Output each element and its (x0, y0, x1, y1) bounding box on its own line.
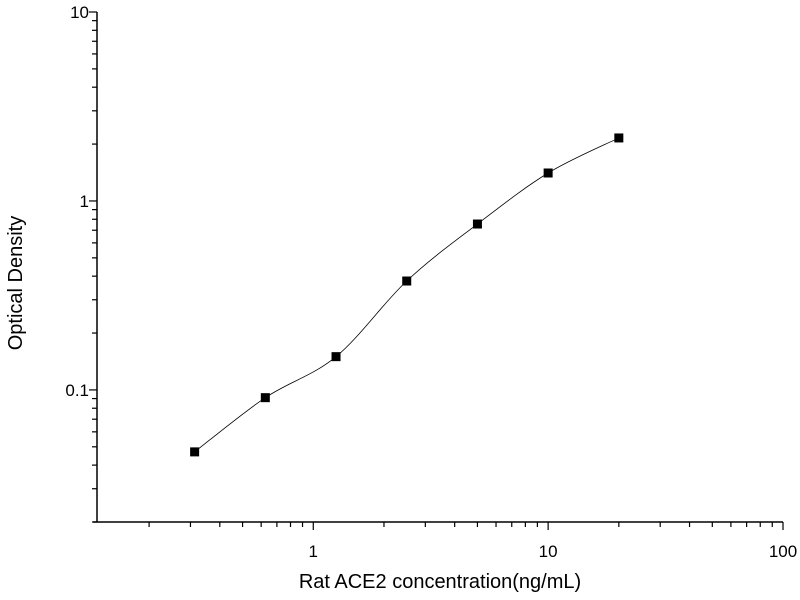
y-axis-title: Optical Density (5, 216, 27, 351)
data-points (190, 133, 624, 457)
tick-labels: 1 10 100 0.1 1 10 (65, 3, 797, 561)
data-point (614, 133, 624, 143)
data-point (543, 168, 553, 178)
y-tick-label: 1 (80, 192, 89, 211)
x-tick-label: 100 (769, 542, 797, 561)
fit-curve (194, 137, 620, 453)
data-point (260, 393, 270, 403)
x-axis-title: Rat ACE2 concentration(ng/mL) (299, 571, 581, 593)
data-point (472, 219, 482, 229)
ticks (89, 11, 784, 530)
x-tick-label: 1 (309, 542, 318, 561)
axes (93, 12, 783, 523)
y-tick-label: 10 (70, 3, 89, 22)
x-tick-label: 10 (539, 542, 558, 561)
data-point (190, 447, 200, 457)
y-tick-label: 0.1 (65, 381, 89, 400)
data-point (331, 352, 341, 362)
data-point (402, 276, 412, 286)
